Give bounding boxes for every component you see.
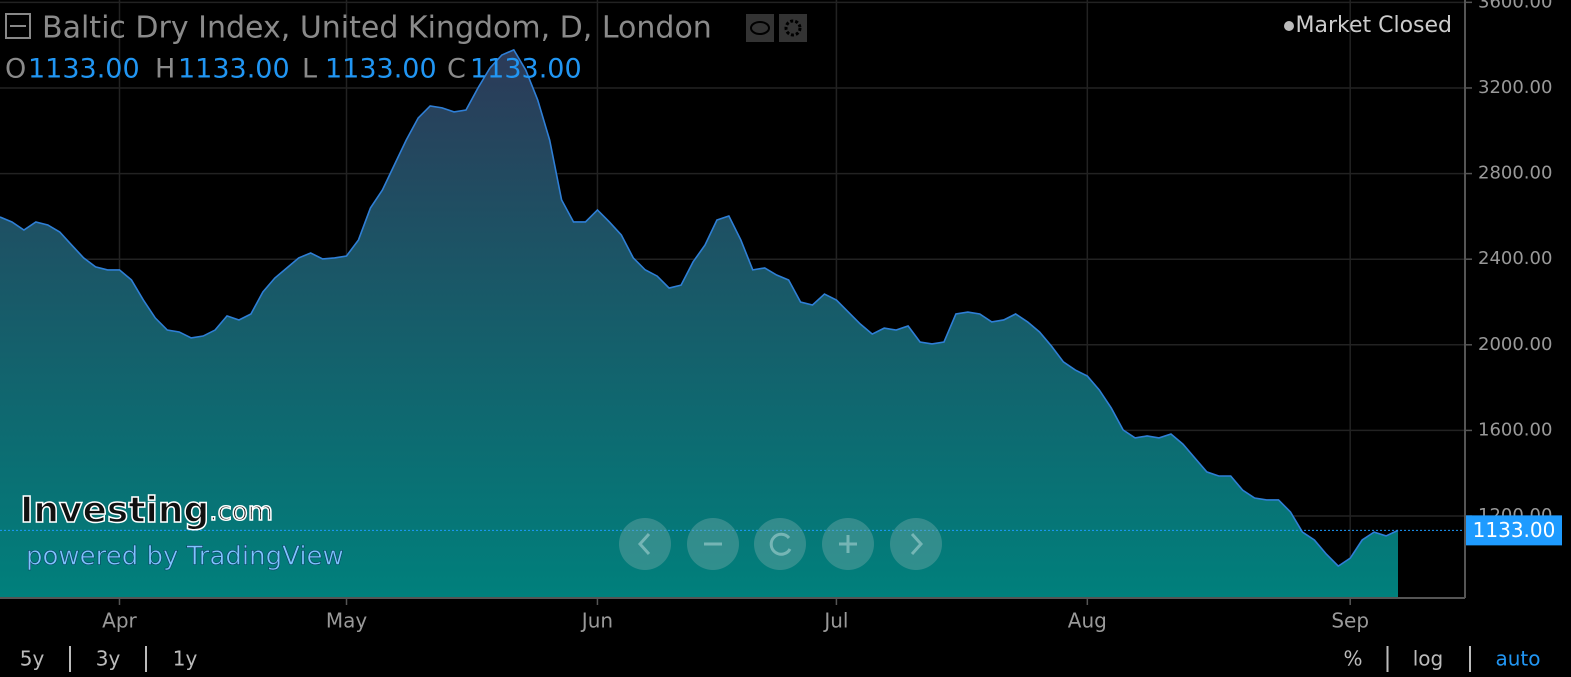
- chart-title: Baltic Dry Index, United Kingdom, D, Lon…: [42, 11, 712, 46]
- y-tick-label: 2800.00: [1478, 163, 1552, 184]
- last-price-label: 1133.00: [1473, 518, 1556, 542]
- area-fill: [0, 49, 1398, 599]
- x-tick-label: Aug: [1068, 609, 1107, 633]
- ohlc-key: C: [447, 54, 466, 85]
- icon-left: [637, 532, 651, 556]
- icon-right: [910, 532, 924, 556]
- ohlc-value: 1133.00: [28, 54, 140, 85]
- watermark-brand: Investing.com: [20, 490, 273, 531]
- range-button[interactable]: 3y: [96, 647, 121, 671]
- watermark-brand-name: Investing: [20, 490, 209, 531]
- zoom-in-button[interactable]: [822, 518, 874, 570]
- y-tick-label: 3200.00: [1478, 77, 1552, 98]
- range-button[interactable]: 5y: [20, 647, 45, 671]
- icon-reset: [769, 532, 792, 556]
- scale-button[interactable]: log: [1413, 647, 1444, 671]
- collapse-icon[interactable]: [5, 13, 31, 39]
- x-tick-label: Jun: [580, 609, 613, 633]
- scroll-right-button[interactable]: [890, 518, 942, 570]
- y-tick-label: 1600.00: [1478, 419, 1552, 440]
- scale-button[interactable]: auto: [1495, 647, 1540, 671]
- last-price-tag: [1466, 515, 1562, 546]
- ohlc-value: 1133.00: [470, 54, 582, 85]
- settings-icon[interactable]: [779, 14, 807, 42]
- x-tick-label: Apr: [102, 609, 137, 633]
- gear-shape: [784, 19, 802, 37]
- watermark-tagline: powered by TradingView: [26, 542, 344, 572]
- scale-button[interactable]: %: [1343, 647, 1362, 671]
- y-tick-label: 2400.00: [1478, 248, 1552, 269]
- plot: [0, 48, 1465, 599]
- range-button[interactable]: 1y: [173, 647, 198, 671]
- y-tick-label: 2000.00: [1478, 334, 1552, 355]
- y-tick-label: 3600.00: [1478, 0, 1552, 12]
- ohlc-key: H: [155, 54, 175, 85]
- status-dot: [1284, 21, 1294, 31]
- nav-buttons: [619, 518, 942, 570]
- ohlc-value: 1133.00: [178, 54, 290, 85]
- market-status: Market Closed: [1295, 13, 1452, 38]
- ohlc-key: O: [5, 54, 26, 85]
- x-tick-label: Jul: [822, 609, 848, 633]
- x-tick-label: May: [326, 609, 368, 633]
- x-tick-label: Sep: [1331, 609, 1369, 633]
- reset-button[interactable]: [754, 518, 806, 570]
- ohlc-key: L: [302, 54, 317, 85]
- eye-shape: [750, 21, 770, 35]
- bottom-toolbar: 5y 3y 1y% log auto: [20, 646, 1541, 672]
- scroll-left-button[interactable]: [619, 518, 671, 570]
- labels: 1200.001600.002000.002400.002800.003200.…: [102, 0, 1562, 633]
- ohlc-value: 1133.00: [325, 54, 437, 85]
- area-line: [0, 48, 1399, 568]
- ohlc-legend: O 1133.00 H 1133.00 L 1133.00 C 1133.00: [5, 54, 582, 85]
- watermark-brand-suffix: .com: [209, 497, 273, 527]
- icon-plus: [839, 535, 857, 553]
- zoom-out-button[interactable]: [687, 518, 739, 570]
